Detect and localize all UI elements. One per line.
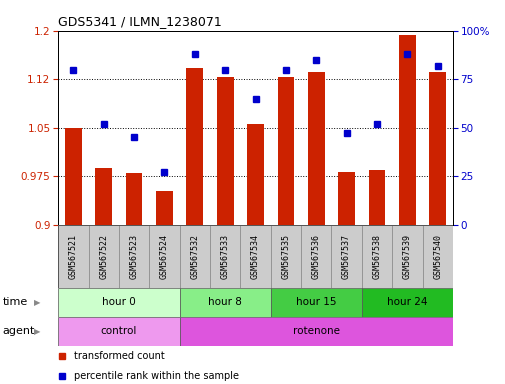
Text: GSM567524: GSM567524 — [160, 234, 169, 279]
Bar — [156, 191, 173, 225]
Bar — [361, 288, 452, 317]
Text: ▶: ▶ — [34, 327, 41, 336]
Text: percentile rank within the sample: percentile rank within the sample — [74, 371, 238, 381]
Text: GSM567536: GSM567536 — [311, 234, 320, 279]
Bar — [422, 225, 452, 288]
Text: control: control — [100, 326, 137, 336]
Text: GDS5341 / ILMN_1238071: GDS5341 / ILMN_1238071 — [58, 15, 222, 28]
Text: GSM567532: GSM567532 — [190, 234, 199, 279]
Bar — [95, 168, 112, 225]
Bar — [337, 172, 355, 225]
Text: agent: agent — [3, 326, 35, 336]
Text: rotenone: rotenone — [292, 326, 339, 336]
Bar — [429, 72, 445, 225]
Text: GSM567538: GSM567538 — [372, 234, 381, 279]
Text: GSM567521: GSM567521 — [69, 234, 78, 279]
Bar — [58, 288, 179, 317]
Bar — [398, 35, 415, 225]
Text: hour 8: hour 8 — [208, 297, 241, 308]
Bar — [270, 225, 300, 288]
Text: GSM567522: GSM567522 — [99, 234, 108, 279]
Text: GSM567539: GSM567539 — [402, 234, 411, 279]
Bar — [210, 225, 240, 288]
Text: GSM567535: GSM567535 — [281, 234, 290, 279]
Bar — [179, 288, 270, 317]
Text: GSM567537: GSM567537 — [341, 234, 350, 279]
Text: transformed count: transformed count — [74, 351, 165, 361]
Bar — [179, 317, 452, 346]
Text: ▶: ▶ — [34, 298, 41, 307]
Bar — [270, 288, 361, 317]
Text: GSM567540: GSM567540 — [432, 234, 441, 279]
Bar — [307, 72, 324, 225]
Text: hour 15: hour 15 — [295, 297, 336, 308]
Bar — [179, 225, 210, 288]
Bar — [361, 225, 391, 288]
Bar — [58, 225, 88, 288]
Text: hour 24: hour 24 — [386, 297, 427, 308]
Text: GSM567533: GSM567533 — [220, 234, 229, 279]
Bar — [391, 225, 422, 288]
Bar — [277, 77, 294, 225]
Bar — [149, 225, 179, 288]
Text: hour 0: hour 0 — [102, 297, 135, 308]
Text: GSM567534: GSM567534 — [250, 234, 260, 279]
Bar — [65, 128, 82, 225]
Bar — [186, 68, 203, 225]
Bar — [331, 225, 361, 288]
Bar — [300, 225, 331, 288]
Bar — [247, 124, 264, 225]
Bar — [88, 225, 119, 288]
Bar — [217, 77, 233, 225]
Text: time: time — [3, 297, 28, 308]
Bar — [119, 225, 149, 288]
Text: GSM567523: GSM567523 — [129, 234, 138, 279]
Bar — [368, 170, 385, 225]
Bar — [240, 225, 270, 288]
Bar — [126, 173, 142, 225]
Bar — [58, 317, 179, 346]
